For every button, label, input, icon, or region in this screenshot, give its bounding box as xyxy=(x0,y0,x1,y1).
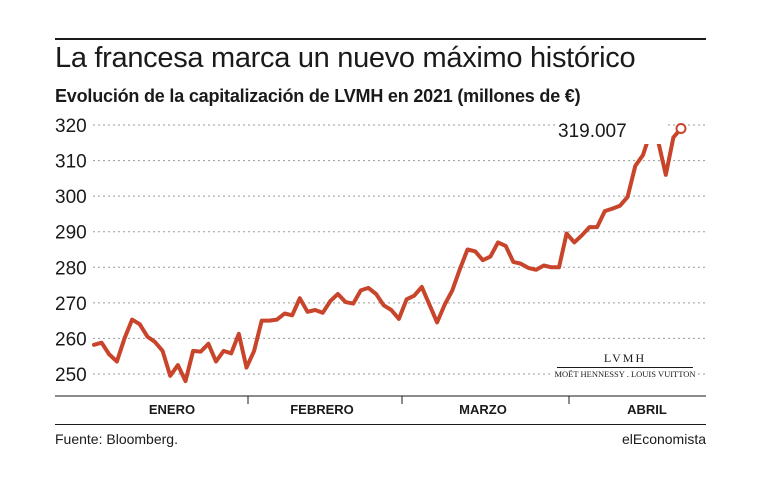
y-tick-label: 280 xyxy=(55,258,87,279)
x-axis xyxy=(55,395,706,404)
month-label: MARZO xyxy=(459,402,507,417)
month-label: ENERO xyxy=(149,402,195,417)
y-tick-label: 260 xyxy=(55,329,87,350)
y-tick-label: 300 xyxy=(55,187,87,208)
lvmh-logo-wordmark: LVMH xyxy=(603,351,647,365)
annotation-layer: 319.007 xyxy=(555,115,667,144)
y-tick-label: 310 xyxy=(55,152,87,173)
gridlines xyxy=(93,124,706,375)
lvmh-logo: LVMH MOËT HENNESSY . LOUIS VUITTON xyxy=(553,350,697,381)
lvmh-logo-divider xyxy=(557,367,693,368)
annotation-label: 319.007 xyxy=(558,121,627,142)
y-tick-label: 320 xyxy=(55,116,87,137)
top-rule xyxy=(55,38,706,40)
y-tick-label: 290 xyxy=(55,223,87,244)
source-note: Fuente: Bloomberg. xyxy=(55,431,178,447)
chart-title: La francesa marca un nuevo máximo histór… xyxy=(55,42,636,74)
lvmh-logo-tagline: MOËT HENNESSY . LOUIS VUITTON xyxy=(554,369,696,379)
y-tick-label: 270 xyxy=(55,294,87,315)
bottom-rule xyxy=(55,424,706,425)
y-tick-labels: 250 260 270 280 290 300 310 320 xyxy=(55,116,87,386)
publisher-name: elEconomista xyxy=(621,431,706,447)
annotation-box xyxy=(555,115,667,144)
month-label: ABRIL xyxy=(627,402,667,417)
month-label: FEBRERO xyxy=(290,402,354,417)
chart-subtitle: Evolución de la capitalización de LVMH e… xyxy=(55,86,581,106)
series-layer xyxy=(92,123,687,384)
last-point-marker xyxy=(675,123,687,135)
month-labels: ENERO FEBRERO MARZO ABRIL xyxy=(149,402,667,417)
series-line xyxy=(92,126,683,384)
y-tick-label: 250 xyxy=(55,365,87,386)
